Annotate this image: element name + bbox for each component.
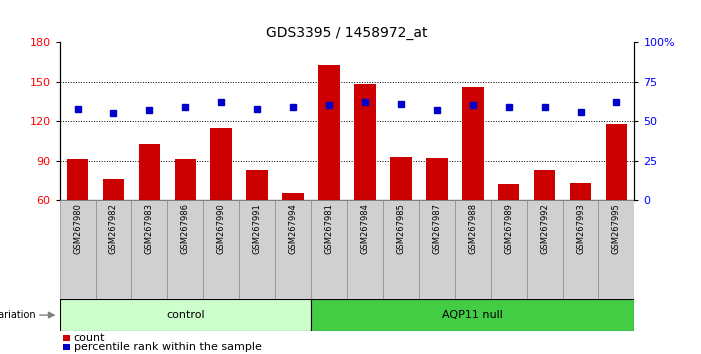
Bar — [247, 170, 268, 200]
Text: GSM267990: GSM267990 — [217, 203, 226, 254]
Bar — [347, 200, 383, 299]
Bar — [239, 200, 275, 299]
Bar — [283, 193, 304, 200]
Bar — [311, 200, 347, 299]
Text: GSM267987: GSM267987 — [433, 203, 442, 254]
Text: GSM267994: GSM267994 — [289, 203, 298, 254]
Text: GSM267981: GSM267981 — [325, 203, 334, 254]
Bar — [383, 200, 418, 299]
Bar — [498, 184, 519, 200]
Text: GSM267992: GSM267992 — [540, 203, 549, 254]
Bar — [210, 128, 232, 200]
Bar — [354, 85, 376, 200]
Title: GDS3395 / 1458972_at: GDS3395 / 1458972_at — [266, 26, 428, 40]
Bar — [526, 200, 562, 299]
Bar — [570, 183, 591, 200]
Bar — [318, 65, 340, 200]
Bar — [599, 200, 634, 299]
Bar — [426, 158, 447, 200]
Bar — [418, 200, 455, 299]
Text: control: control — [166, 310, 205, 320]
Text: percentile rank within the sample: percentile rank within the sample — [74, 342, 261, 352]
Bar — [455, 200, 491, 299]
Bar — [139, 144, 160, 200]
Bar — [462, 87, 484, 200]
Text: GSM267985: GSM267985 — [396, 203, 405, 254]
Text: GSM267982: GSM267982 — [109, 203, 118, 254]
Bar — [562, 200, 599, 299]
Text: genotype/variation: genotype/variation — [0, 310, 36, 320]
Bar — [60, 299, 311, 331]
Bar — [168, 200, 203, 299]
Bar — [132, 200, 168, 299]
Bar — [390, 157, 411, 200]
Text: count: count — [74, 333, 105, 343]
Bar — [275, 200, 311, 299]
Text: GSM267991: GSM267991 — [252, 203, 261, 254]
Text: GSM267993: GSM267993 — [576, 203, 585, 254]
Text: GSM267980: GSM267980 — [73, 203, 82, 254]
Bar — [203, 200, 239, 299]
Text: GSM267983: GSM267983 — [145, 203, 154, 254]
Text: GSM267989: GSM267989 — [504, 203, 513, 254]
Bar — [491, 200, 526, 299]
Bar — [102, 179, 124, 200]
Text: GSM267986: GSM267986 — [181, 203, 190, 254]
Text: GSM267984: GSM267984 — [360, 203, 369, 254]
Bar — [63, 335, 69, 341]
Text: GSM267988: GSM267988 — [468, 203, 477, 254]
Text: GSM267995: GSM267995 — [612, 203, 621, 254]
Bar — [63, 344, 69, 350]
Bar — [95, 200, 132, 299]
Text: AQP11 null: AQP11 null — [442, 310, 503, 320]
Bar — [60, 200, 95, 299]
Bar — [175, 159, 196, 200]
Bar — [67, 159, 88, 200]
Bar — [533, 170, 555, 200]
Bar — [311, 299, 634, 331]
Bar — [606, 124, 627, 200]
